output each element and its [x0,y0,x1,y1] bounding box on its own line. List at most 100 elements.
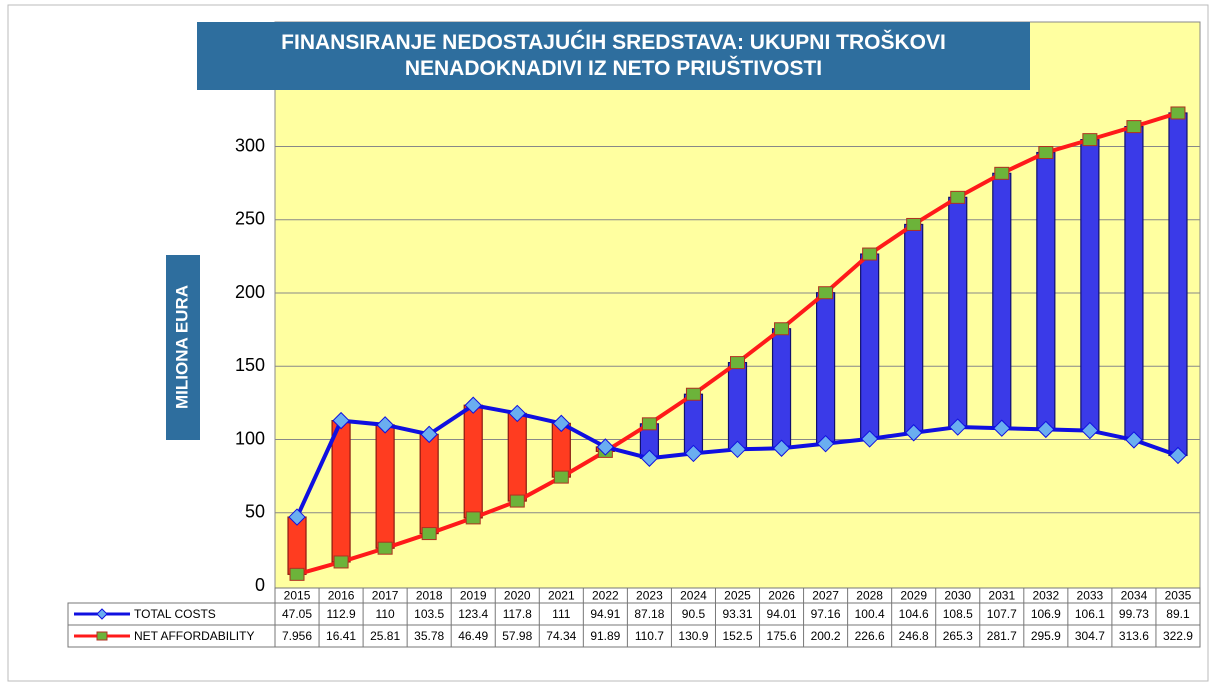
table-value: 103.5 [414,607,444,621]
x-tick-label: 2030 [944,589,971,603]
point-marker [596,438,615,456]
point-marker [730,356,745,370]
point-marker [1169,446,1187,465]
up-bar [683,393,704,455]
table-value: 123.4 [458,607,488,621]
x-tick-label: 2031 [988,589,1015,603]
point-marker [509,494,525,508]
table-value: 47.05 [282,607,312,621]
y-tick-label: 250 [235,209,265,229]
table-value: 74.34 [546,629,576,643]
y-tick-label: 0 [255,575,265,595]
point-marker [860,430,879,448]
table-value: 16.41 [326,629,356,643]
point-marker [641,417,657,431]
plot-area [274,21,1201,589]
table-value: 25.81 [370,629,400,643]
table-value: 100.4 [855,607,885,621]
x-tick-label: 2016 [328,589,355,603]
point-marker [684,444,703,463]
x-tick-label: 2015 [284,589,311,603]
y-axis-label: MILIONA EURA [172,285,191,409]
x-tick-label: 2029 [900,589,927,603]
point-marker [1125,431,1143,449]
x-tick-label: 2023 [636,589,663,603]
x-tick-label: 2017 [372,589,399,603]
point-marker [640,449,659,467]
table-value: 57.98 [502,629,532,643]
table-value: 246.8 [899,629,929,643]
legend-key-marker [96,608,108,620]
y-tick-label: 150 [235,355,265,375]
y-axis-label-box: MILIONA EURA [166,255,200,440]
x-tick-label: 2019 [460,589,487,603]
up-bar [860,253,880,440]
point-marker [376,416,394,434]
table-value: 322.9 [1163,629,1193,643]
x-tick-label: 2025 [724,589,751,603]
point-marker [774,322,790,336]
point-marker [1081,421,1099,440]
table-value: 87.18 [634,607,664,621]
down-bar [463,404,483,519]
table-value: 200.2 [811,629,841,643]
table-value: 107.7 [987,607,1017,621]
up-bar [815,292,836,445]
table-value: 111 [552,607,571,621]
table-value: 112.9 [327,607,356,621]
table-value: 295.9 [1031,629,1061,643]
point-marker [904,424,923,442]
point-marker [377,541,393,555]
point-marker [552,414,571,433]
point-marker [950,190,966,204]
down-bar [507,412,527,502]
point-marker [288,508,306,526]
table-value: 130.9 [678,629,708,643]
table-value: 89.1 [1166,607,1190,621]
y-axis-label-svg: MILIONA EURA [172,285,191,409]
point-marker [1037,420,1055,439]
y-tick-label: 300 [235,135,265,155]
chart-title: FINANSIRANJE NEDOSTAJUĆIH SREDSTAVA: UKU… [197,22,1030,90]
up-bar [1036,151,1056,430]
point-marker [1170,106,1186,120]
point-marker [420,425,438,444]
table-value: 117.8 [503,607,532,621]
table-value: 226.6 [855,629,885,643]
point-marker [508,404,526,423]
table-value: 175.6 [767,629,797,643]
point-marker [553,470,569,484]
point-marker [333,555,349,569]
up-bar [727,361,748,450]
x-tick-label: 2035 [1165,589,1192,603]
table-value: 313.6 [1119,629,1149,643]
point-marker [421,527,437,541]
table-value: 94.91 [590,607,620,621]
up-bar [771,328,792,449]
x-tick-label: 2033 [1077,589,1104,603]
up-bar [948,196,968,428]
x-tick-label: 2034 [1121,589,1148,603]
point-marker [993,419,1011,437]
up-bar [904,223,924,434]
table-value: 106.1 [1075,607,1105,621]
table-value: 35.78 [414,629,444,643]
y-tick-label: 200 [235,282,265,302]
point-marker [464,396,482,414]
x-tick-label: 2026 [768,589,795,603]
legend-key-marker [96,631,108,641]
point-marker [289,567,305,581]
point-marker [949,418,967,436]
up-bar [1124,125,1144,441]
point-marker [906,217,922,231]
x-tick-label: 2032 [1032,589,1059,603]
point-marker [862,247,878,261]
table-value: 110.7 [635,629,664,643]
table-value: 91.89 [590,629,620,643]
point-marker [1126,120,1142,134]
x-tick-label: 2024 [680,589,707,603]
point-marker [772,439,791,457]
down-bar [375,424,395,549]
